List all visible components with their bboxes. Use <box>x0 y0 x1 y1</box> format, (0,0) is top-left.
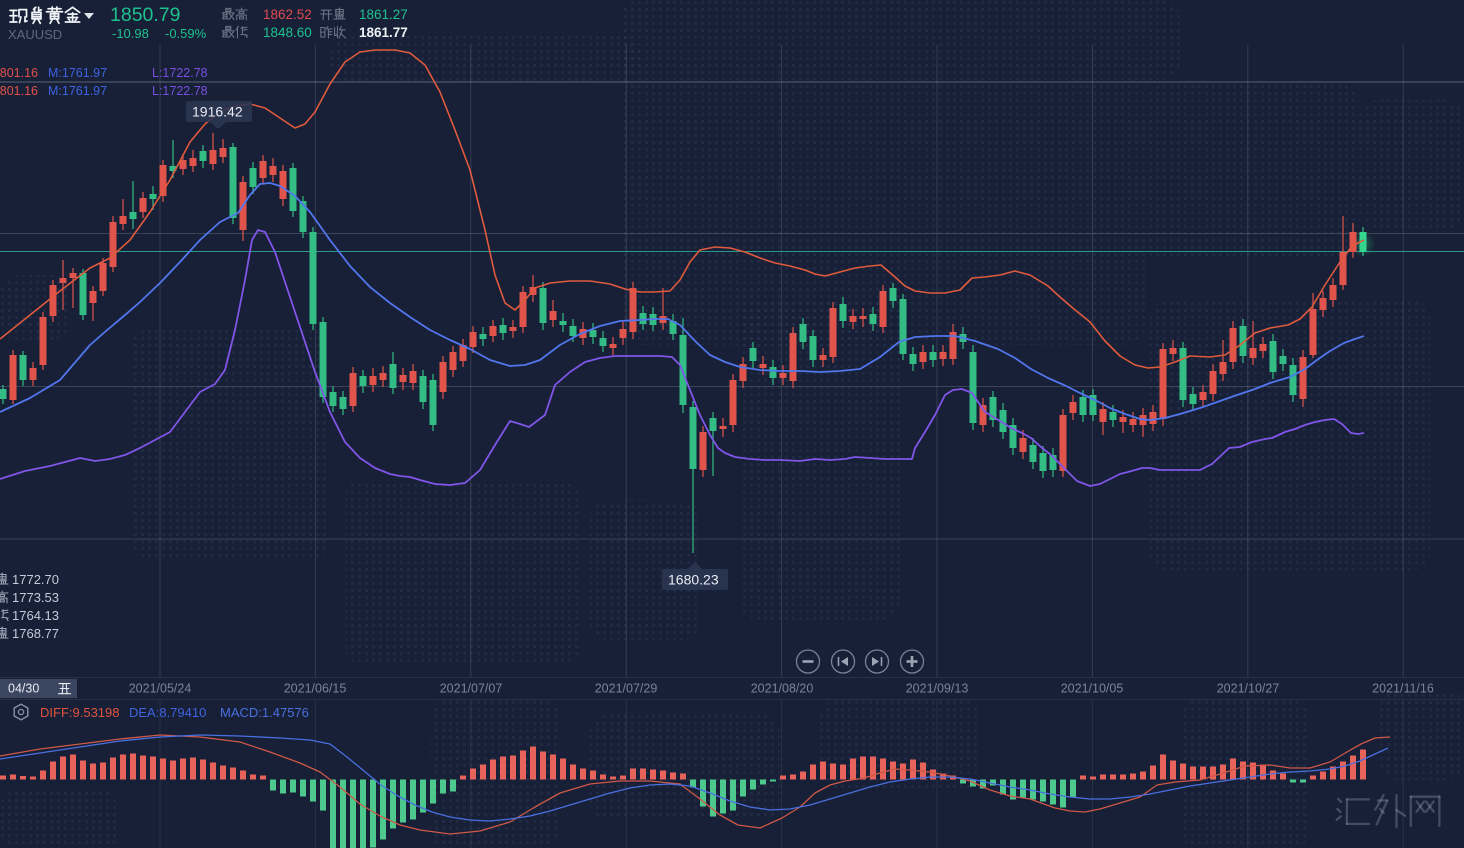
svg-text:DEA:8.79410: DEA:8.79410 <box>129 705 206 720</box>
svg-text:-10.98: -10.98 <box>112 26 149 41</box>
svg-text:1772.70: 1772.70 <box>12 572 59 587</box>
svg-text:M:1761.97: M:1761.97 <box>48 84 107 98</box>
svg-text:2021/05/24: 2021/05/24 <box>129 682 192 696</box>
svg-text:1848.60: 1848.60 <box>263 25 312 40</box>
svg-text:1916.42: 1916.42 <box>192 104 243 120</box>
svg-text:DIFF:9.53198: DIFF:9.53198 <box>40 705 120 720</box>
svg-text:B:1801.16: B:1801.16 <box>0 84 38 98</box>
svg-text:1862.52: 1862.52 <box>263 7 312 22</box>
svg-text:L:1722.78: L:1722.78 <box>152 84 208 98</box>
svg-text:2021/10/27: 2021/10/27 <box>1217 682 1280 696</box>
svg-text:1680.23: 1680.23 <box>668 572 719 588</box>
svg-text:1773.53: 1773.53 <box>12 590 59 605</box>
svg-text:2021/06/15: 2021/06/15 <box>284 682 347 696</box>
svg-text:2021/11/16: 2021/11/16 <box>1372 682 1434 696</box>
svg-text:M:1761.97: M:1761.97 <box>48 66 107 80</box>
svg-text:1764.13: 1764.13 <box>12 608 59 623</box>
svg-text:04/30: 04/30 <box>8 682 39 696</box>
svg-text:2021/07/07: 2021/07/07 <box>440 682 503 696</box>
svg-text:1861.77: 1861.77 <box>359 25 408 40</box>
svg-text:1768.77: 1768.77 <box>12 626 59 641</box>
svg-text:MACD:1.47576: MACD:1.47576 <box>220 705 309 720</box>
svg-text:2021/07/29: 2021/07/29 <box>595 682 658 696</box>
svg-text:L:1722.78: L:1722.78 <box>152 66 208 80</box>
svg-text:2021/08/20: 2021/08/20 <box>751 682 814 696</box>
svg-text:2021/10/05: 2021/10/05 <box>1061 682 1124 696</box>
svg-text:XAUUSD: XAUUSD <box>8 27 62 42</box>
svg-text:-0.59%: -0.59% <box>165 26 207 41</box>
svg-text:B:1801.16: B:1801.16 <box>0 66 38 80</box>
svg-text:1850.79: 1850.79 <box>110 4 181 26</box>
svg-text:2021/09/13: 2021/09/13 <box>906 682 969 696</box>
svg-text:1861.27: 1861.27 <box>359 7 408 22</box>
